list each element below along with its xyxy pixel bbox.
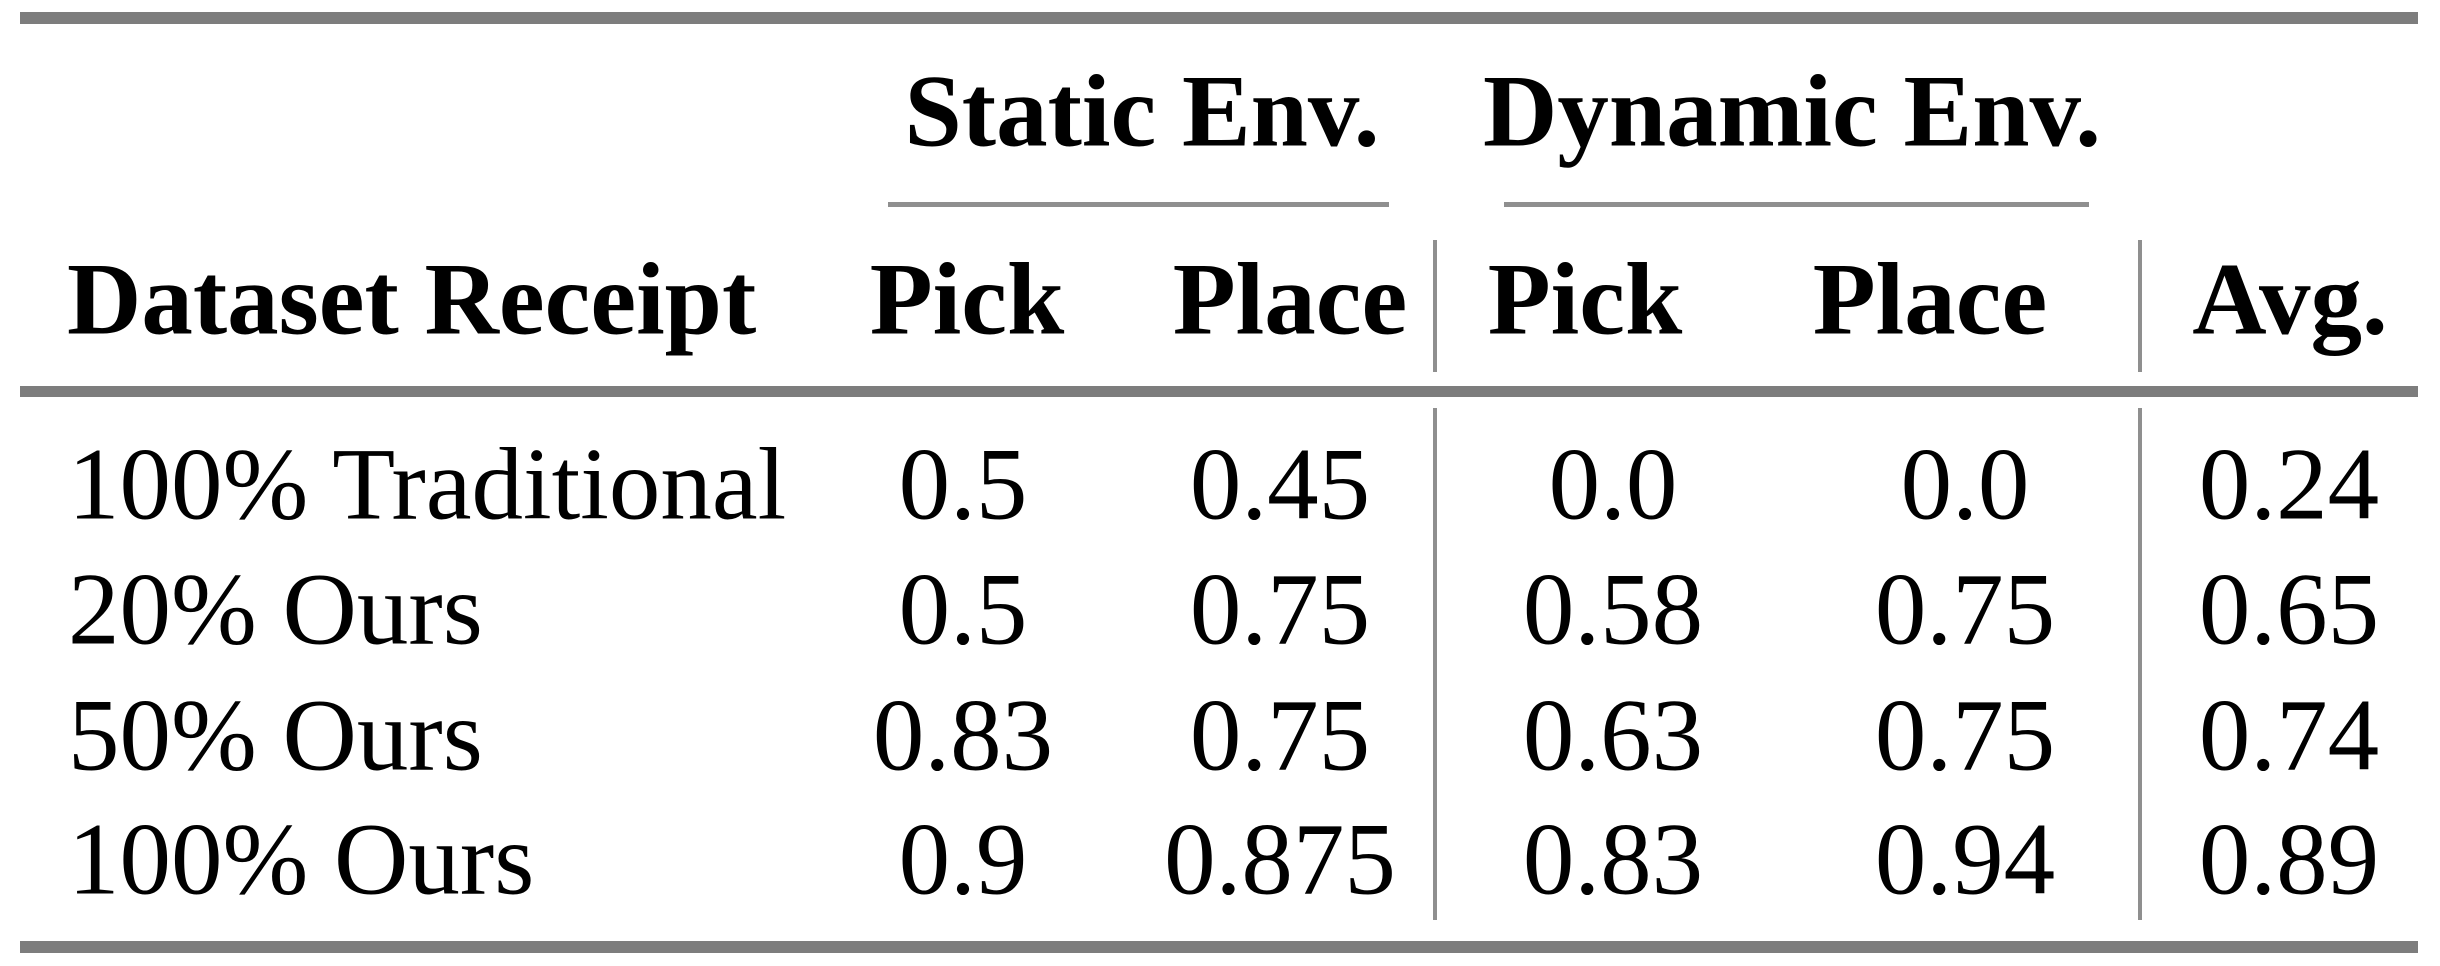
static-env-underline: [888, 202, 1389, 207]
cell-static-pick: 0.83: [872, 678, 1054, 793]
group-header-static-env: Static Env.: [904, 54, 1380, 169]
group-header-dynamic-env: Dynamic Env.: [1482, 54, 2102, 169]
cell-avg: 0.74: [2198, 678, 2380, 793]
column-header-static-place: Place: [1172, 242, 1408, 357]
column-header-dynamic-place: Place: [1812, 242, 2048, 357]
cell-static-place: 0.875: [1164, 802, 1396, 917]
cell-dynamic-place: 0.0: [1900, 427, 2030, 542]
cell-static-place: 0.45: [1189, 427, 1371, 542]
cell-static-place: 0.75: [1189, 678, 1371, 793]
cell-dynamic-pick: 0.83: [1522, 802, 1704, 917]
cell-static-pick: 0.5: [898, 552, 1028, 667]
cell-avg: 0.65: [2198, 552, 2380, 667]
cell-static-pick: 0.9: [898, 802, 1028, 917]
column-header-static-pick: Pick: [869, 242, 1065, 357]
column-divider-left-body: [1433, 408, 1437, 920]
column-divider-left-header: [1433, 240, 1437, 372]
table-header-rule: [20, 386, 2418, 397]
dynamic-env-underline: [1504, 202, 2089, 207]
column-divider-right-header: [2138, 240, 2142, 372]
column-header-dataset-receipt: Dataset Receipt: [67, 242, 757, 357]
cell-dynamic-pick: 0.58: [1522, 552, 1704, 667]
table-bottom-rule: [20, 941, 2418, 953]
column-header-dynamic-pick: Pick: [1487, 242, 1683, 357]
column-header-avg: Avg.: [2192, 242, 2388, 357]
cell-static-pick: 0.5: [898, 427, 1028, 542]
cell-dynamic-place: 0.75: [1874, 678, 2056, 793]
row-label: 100% Ours: [68, 802, 535, 917]
row-label: 20% Ours: [68, 552, 483, 667]
cell-avg: 0.24: [2198, 427, 2380, 542]
row-label: 50% Ours: [68, 678, 483, 793]
row-label: 100% Traditional: [68, 427, 787, 542]
table-top-rule: [20, 12, 2418, 24]
cell-dynamic-place: 0.75: [1874, 552, 2056, 667]
cell-dynamic-place: 0.94: [1874, 802, 2056, 917]
cell-dynamic-pick: 0.0: [1548, 427, 1678, 542]
cell-avg: 0.89: [2198, 802, 2380, 917]
cell-dynamic-pick: 0.63: [1522, 678, 1704, 793]
cell-static-place: 0.75: [1189, 552, 1371, 667]
column-divider-right-body: [2138, 408, 2142, 920]
